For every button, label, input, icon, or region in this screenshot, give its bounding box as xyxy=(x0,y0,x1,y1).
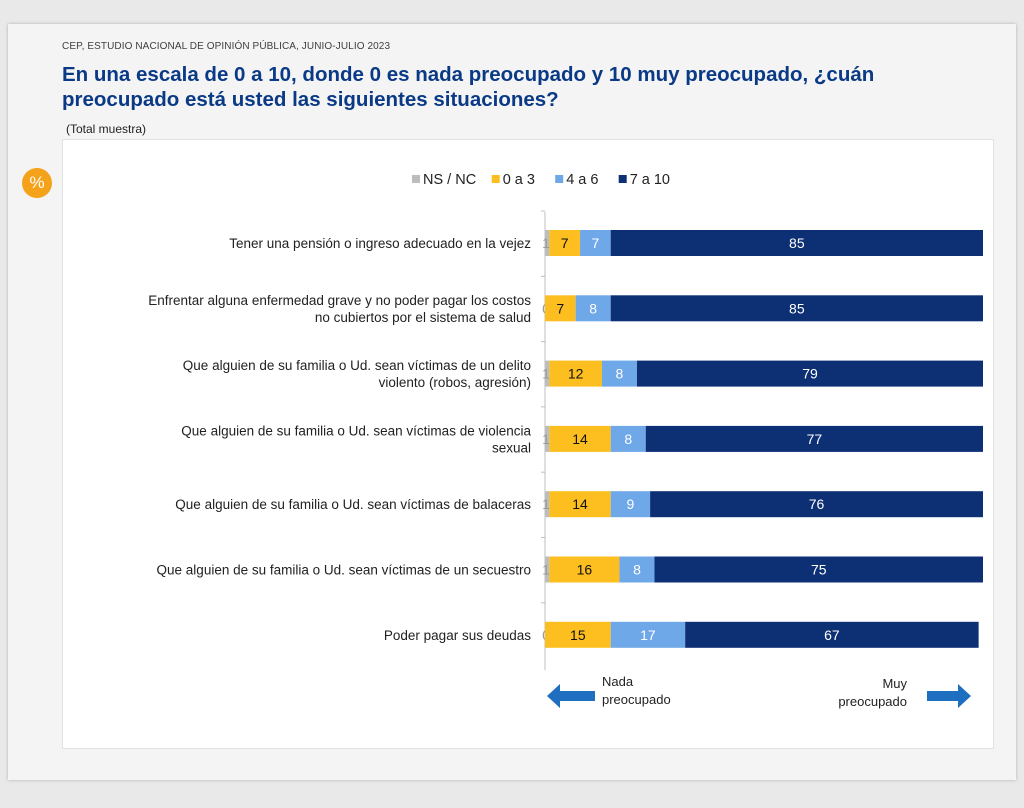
category-label: Que alguien de su familia o Ud. sean víc… xyxy=(157,563,531,578)
category-label: no cubiertos por el sistema de salud xyxy=(315,310,531,325)
bar-segment xyxy=(610,230,983,256)
data-label: 7 xyxy=(561,235,569,251)
percent-icon: % xyxy=(22,168,52,198)
bar-segment xyxy=(685,621,979,648)
bar-segment xyxy=(549,425,611,452)
bar-segment xyxy=(601,360,637,387)
data-label: 1 xyxy=(542,496,550,512)
data-label: 9 xyxy=(627,496,635,512)
data-label: 67 xyxy=(824,627,840,643)
arrow-right-icon xyxy=(927,684,971,708)
category-label: Que alguien de su familia o Ud. sean víc… xyxy=(175,497,531,512)
bar-segment xyxy=(545,295,576,322)
category-label: Que alguien de su familia o Ud. sean víc… xyxy=(183,358,531,373)
legend-swatch-0 xyxy=(412,175,420,183)
category-label: Tener una pensión o ingreso adecuado en … xyxy=(229,236,531,251)
category-label: Poder pagar sus deudas xyxy=(384,628,531,643)
chart-subtitle: (Total muestra) xyxy=(66,122,147,136)
annotation-nada-preocupado: Nada xyxy=(602,674,634,689)
category-label: Enfrentar alguna enfermedad grave y no p… xyxy=(148,293,531,308)
legend-label-1: 0 a 3 xyxy=(503,172,535,188)
legend-swatch-1 xyxy=(491,175,500,183)
data-label: 76 xyxy=(809,496,825,512)
data-label: 15 xyxy=(570,627,586,643)
legend-swatch-2 xyxy=(555,175,564,183)
bar-segment xyxy=(545,491,550,518)
bar-segment xyxy=(545,360,550,387)
bar-segment xyxy=(549,491,611,518)
bar-segment xyxy=(610,621,686,648)
bar-segment xyxy=(654,556,983,583)
data-label: 85 xyxy=(789,235,805,251)
category-label: Que alguien de su familia o Ud. sean víc… xyxy=(181,423,531,438)
data-label: 7 xyxy=(591,235,599,251)
bar-segment xyxy=(619,556,655,583)
bar-segment xyxy=(545,621,611,648)
data-label: 1 xyxy=(542,235,550,251)
data-label: 1 xyxy=(542,562,550,578)
bar-segment xyxy=(545,425,550,452)
legend-swatch-3 xyxy=(618,175,627,183)
legend-label-3: 7 a 10 xyxy=(630,172,670,188)
bar-segment xyxy=(610,295,983,322)
data-label: 1 xyxy=(542,431,550,447)
data-label: 8 xyxy=(616,366,624,382)
stacked-bar-chart: NS / NC 0 a 3 4 a 6 7 a 10 Tener una pensión… xyxy=(148,172,983,709)
category-label: sexual xyxy=(492,440,531,455)
data-label: 8 xyxy=(633,562,641,578)
arrow-left-icon xyxy=(547,684,595,708)
data-label: 16 xyxy=(577,562,593,578)
annotation-nada-preocupado: preocupado xyxy=(602,692,671,707)
chart-title: En una escala de 0 a 10, donde 0 es nada… xyxy=(62,63,875,111)
source-note: CEP, ESTUDIO NACIONAL DE OPINIÓN PÚBLICA… xyxy=(62,41,391,52)
legend-label-0: NS / NC xyxy=(423,172,476,188)
bar-segment xyxy=(549,360,602,387)
data-label: 77 xyxy=(807,431,823,447)
data-label: 85 xyxy=(789,300,805,316)
annotation-muy-preocupado: Muy xyxy=(882,676,907,691)
bar-segment xyxy=(545,230,550,256)
data-label: 7 xyxy=(556,300,564,316)
annotation-muy-preocupado: preocupado xyxy=(838,694,907,709)
bar-segment xyxy=(575,295,611,322)
bar-segment xyxy=(636,360,983,387)
data-label: 12 xyxy=(568,366,584,382)
bar-segment xyxy=(610,425,646,452)
bar-segment xyxy=(549,230,581,256)
bar-segment xyxy=(650,491,983,518)
bar-segment xyxy=(645,425,983,452)
data-label: 1 xyxy=(542,366,550,382)
bar-segment xyxy=(610,491,651,518)
data-label: 14 xyxy=(572,431,588,447)
data-label: 17 xyxy=(640,627,656,643)
category-label: violento (robos, agresión) xyxy=(379,375,531,390)
data-label: 75 xyxy=(811,562,827,578)
bar-segment xyxy=(580,230,611,256)
data-label: 14 xyxy=(572,496,588,512)
bar-segment xyxy=(545,556,550,583)
data-label: 8 xyxy=(589,300,597,316)
data-label: 79 xyxy=(802,366,818,382)
data-label: 8 xyxy=(624,431,632,447)
legend-label-2: 4 a 6 xyxy=(566,172,598,188)
chart-panel: NS / NC 0 a 3 4 a 6 7 a 10 Tener una pensión… xyxy=(62,139,994,749)
bar-segment xyxy=(549,556,620,583)
